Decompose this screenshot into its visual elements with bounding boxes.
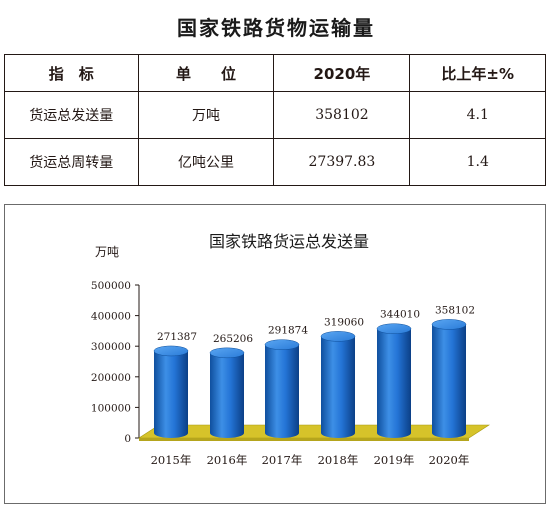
- y-tick-label: 0: [124, 433, 131, 445]
- bar: [153, 345, 189, 438]
- bar-body: [377, 328, 411, 438]
- chart-frame: 国家铁路货运总发送量 万吨 500000 400000 300000 200000 10…: [4, 204, 546, 504]
- table-row: 货运总发送量 万吨 358102 4.1: [4, 91, 546, 139]
- bar-body: [265, 344, 299, 438]
- header-change: 比上年±%: [409, 54, 546, 92]
- row-unit: 万吨: [137, 91, 275, 139]
- bar-top: [153, 345, 189, 357]
- data-label: 265206: [213, 333, 253, 345]
- header-year: 2020年: [273, 54, 411, 92]
- bar-top: [376, 323, 412, 334]
- row-value: 27397.83: [273, 138, 411, 186]
- page-title: 国家铁路货物运输量: [177, 16, 375, 40]
- x-tick-label: 2016年: [207, 453, 248, 467]
- table-header-row: 指 标 单 位 2020年 比上年±%: [4, 54, 546, 92]
- bar-top: [264, 339, 300, 350]
- row-change: 4.1: [409, 91, 546, 139]
- x-tick-label: 2017年: [262, 453, 303, 467]
- bar: [320, 331, 356, 438]
- y-tick-label: 500000: [91, 280, 131, 292]
- row-value: 358102: [273, 91, 411, 139]
- x-tick-label: 2019年: [374, 453, 415, 467]
- freight-table: 指 标 单 位 2020年 比上年±% 货运总发送量 万吨 358102 4.1…: [4, 54, 546, 186]
- y-tick-label: 200000: [91, 372, 131, 384]
- row-indicator: 货运总发送量: [4, 91, 139, 139]
- chart-floor-edge: [139, 438, 469, 441]
- header-unit: 单 位: [137, 54, 275, 92]
- data-label: 271387: [157, 331, 197, 343]
- bar-body: [210, 352, 244, 438]
- y-tick-label: 100000: [91, 402, 131, 414]
- header-indicator: 指 标: [4, 54, 139, 92]
- y-tick-label: 400000: [91, 311, 131, 323]
- bar-top: [209, 347, 245, 359]
- bar: [209, 347, 245, 438]
- data-label: 358102: [435, 304, 475, 316]
- bar-chart: 国家铁路货运总发送量 万吨 500000 400000 300000 200000 10…: [91, 232, 491, 467]
- chart-title: 国家铁路货运总发送量: [209, 232, 369, 251]
- bar: [264, 339, 300, 438]
- bar-top: [320, 331, 356, 342]
- table-row: 货运总周转量 亿吨公里 27397.83 1.4: [4, 138, 546, 186]
- data-label: 344010: [380, 309, 420, 321]
- x-tick-label: 2015年: [151, 453, 192, 467]
- bar-top: [431, 319, 467, 330]
- x-tick-label: 2018年: [318, 453, 359, 467]
- row-change: 1.4: [409, 138, 546, 186]
- row-indicator: 货运总周转量: [4, 138, 139, 186]
- row-unit: 亿吨公里: [137, 138, 275, 186]
- y-axis-unit: 万吨: [95, 245, 119, 259]
- x-tick-label: 2020年: [429, 453, 470, 467]
- y-tick-label: 300000: [91, 341, 131, 353]
- bar: [376, 323, 412, 438]
- bar-body: [154, 350, 188, 438]
- bar: [431, 319, 467, 438]
- data-label: 291874: [268, 325, 308, 337]
- bar-body: [432, 324, 466, 438]
- bar-body: [321, 336, 355, 438]
- data-label: 319060: [324, 316, 364, 328]
